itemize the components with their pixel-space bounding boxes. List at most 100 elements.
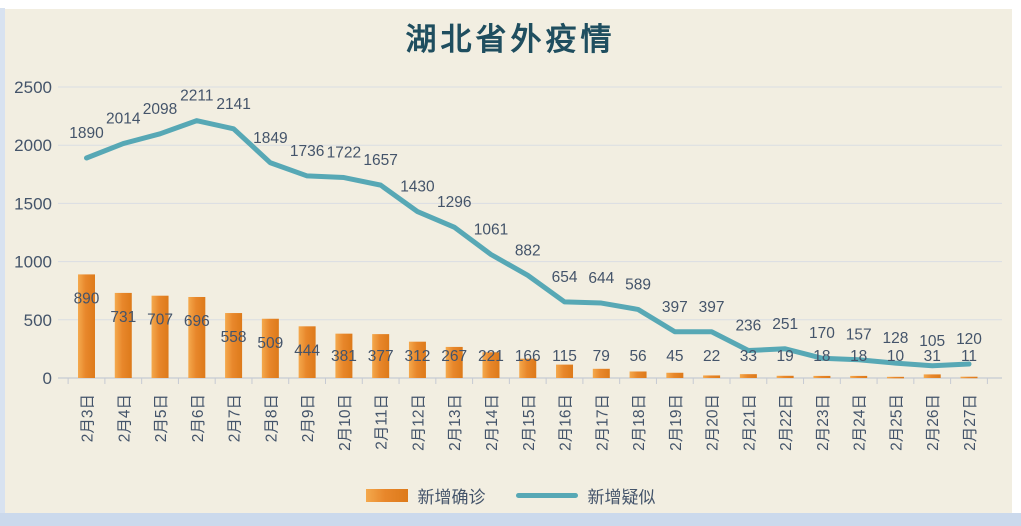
- bar: [78, 274, 95, 378]
- bar-value-label: 707: [147, 312, 173, 329]
- line-value-label: 589: [625, 276, 651, 293]
- line-value-label: 120: [956, 331, 982, 348]
- left-edge-strip: [0, 8, 5, 513]
- bar: [335, 333, 353, 378]
- bar: [850, 375, 868, 378]
- bar-value-label: 79: [593, 348, 610, 365]
- bar-value-label: 11: [961, 348, 977, 365]
- x-axis-date-label: 2月12日: [410, 394, 427, 451]
- line-value-label: 1430: [400, 179, 435, 196]
- line-value-label: 654: [552, 269, 578, 286]
- x-axis-date-label: 2月14日: [484, 394, 501, 451]
- x-axis-date-label: 2月22日: [778, 394, 795, 451]
- line-value-label: 397: [699, 299, 725, 316]
- x-axis-date-label: 2月8日: [263, 394, 280, 442]
- line-value-label: 1890: [69, 125, 104, 142]
- x-axis-date-label: 2月24日: [852, 394, 869, 451]
- x-axis-date-label: 2月9日: [300, 394, 317, 442]
- line-value-label: 644: [588, 270, 614, 287]
- x-axis-date-label: 2月5日: [153, 394, 170, 442]
- line-value-label: 1849: [253, 130, 287, 147]
- bar: [482, 352, 500, 378]
- legend: 新增确诊 新增疑似: [0, 482, 1021, 508]
- line-value-label: 2211: [180, 88, 213, 105]
- bar: [666, 372, 684, 378]
- bar-value-label: 696: [184, 313, 210, 330]
- line-value-label: 170: [809, 325, 835, 342]
- bar: [408, 341, 426, 378]
- line-value-label: 2141: [216, 96, 250, 113]
- x-axis-date-label: 2月21日: [741, 394, 758, 451]
- bar: [813, 375, 831, 378]
- y-axis-tick-label: 2500: [14, 78, 52, 97]
- x-axis-date-label: 2月19日: [668, 394, 685, 451]
- bar: [519, 358, 537, 378]
- chart-canvas: [5, 9, 1012, 513]
- confirmed-bars: [78, 274, 978, 379]
- bar-value-label: 22: [703, 348, 720, 365]
- bar: [923, 374, 941, 378]
- line-value-label: 1722: [327, 145, 361, 162]
- bar: [225, 313, 243, 378]
- x-axis-date-label: 2月16日: [558, 394, 575, 451]
- chart-title: 湖北省外疫情: [405, 22, 616, 57]
- y-axis-tick-label: 1500: [14, 194, 52, 213]
- bar: [372, 334, 390, 378]
- bar: [886, 376, 904, 379]
- bar: [556, 364, 574, 378]
- line-value-label: 1296: [437, 194, 471, 211]
- bar-value-label: 31: [924, 348, 941, 365]
- y-axis-tick-label: 2000: [14, 136, 52, 155]
- data-labels: 890 731 707 696 558 509 444 381 377 312 267 221 166 1…: [69, 88, 982, 365]
- confirmed-legend-swatch-icon: [365, 488, 408, 502]
- bottom-edge-strip: [0, 513, 1021, 526]
- bar-value-label: 444: [294, 342, 320, 359]
- bar: [592, 368, 610, 378]
- bar: [960, 376, 978, 379]
- line-value-label: 157: [846, 327, 872, 344]
- bar-value-label: 381: [331, 348, 357, 365]
- axis-labels: 0 500 1000 1500 2000 2500 2月3日 2月4日 2月5日 2月6日 2月7日…: [14, 78, 979, 451]
- bar-value-label: 33: [740, 348, 757, 365]
- x-axis-ticks: [67, 378, 988, 384]
- bar: [188, 296, 206, 378]
- line-value-label: 2098: [143, 101, 177, 118]
- bar-value-label: 221: [478, 348, 504, 365]
- confirmed-legend-label: 新增确诊: [417, 487, 486, 507]
- line-value-label: 236: [735, 318, 761, 335]
- line-value-label: 1061: [474, 221, 508, 238]
- bar-value-label: 312: [405, 348, 431, 365]
- x-axis-date-label: 2月23日: [815, 394, 832, 451]
- x-axis-date-label: 2月17日: [594, 394, 611, 451]
- bar: [298, 326, 316, 378]
- bar-value-label: 166: [515, 348, 541, 365]
- bar-value-label: 377: [368, 348, 394, 365]
- x-axis-date-label: 2月18日: [631, 394, 648, 451]
- line-value-label: 1657: [363, 152, 397, 169]
- bar-value-label: 267: [441, 348, 467, 365]
- bar-value-label: 558: [221, 329, 247, 346]
- line-value-label: 882: [515, 242, 541, 259]
- bar-value-label: 731: [110, 309, 136, 326]
- bar: [445, 346, 463, 378]
- bar-value-label: 10: [887, 348, 905, 365]
- bar: [114, 292, 132, 378]
- y-axis-tick-label: 1000: [14, 253, 52, 272]
- x-axis-date-label: 2月27日: [962, 394, 979, 451]
- bar-value-label: 890: [74, 290, 100, 307]
- bar-value-label: 19: [777, 348, 794, 365]
- bar-value-label: 18: [850, 348, 867, 365]
- x-axis-date-label: 2月20日: [705, 394, 722, 451]
- bar: [776, 375, 794, 378]
- bar-value-label: 18: [813, 348, 830, 365]
- bar-value-label: 56: [629, 348, 646, 365]
- x-axis-date-label: 2月7日: [227, 394, 244, 442]
- x-axis-date-label: 2月13日: [447, 394, 464, 451]
- x-axis-date-label: 2月11日: [374, 394, 391, 450]
- bar: [629, 371, 647, 378]
- suspected-legend-swatch-icon: [515, 492, 578, 498]
- bar-value-label: 115: [552, 348, 577, 365]
- line-value-label: 251: [772, 316, 798, 333]
- x-axis-date-label: 2月6日: [190, 394, 207, 442]
- x-axis-date-label: 2月15日: [521, 394, 538, 451]
